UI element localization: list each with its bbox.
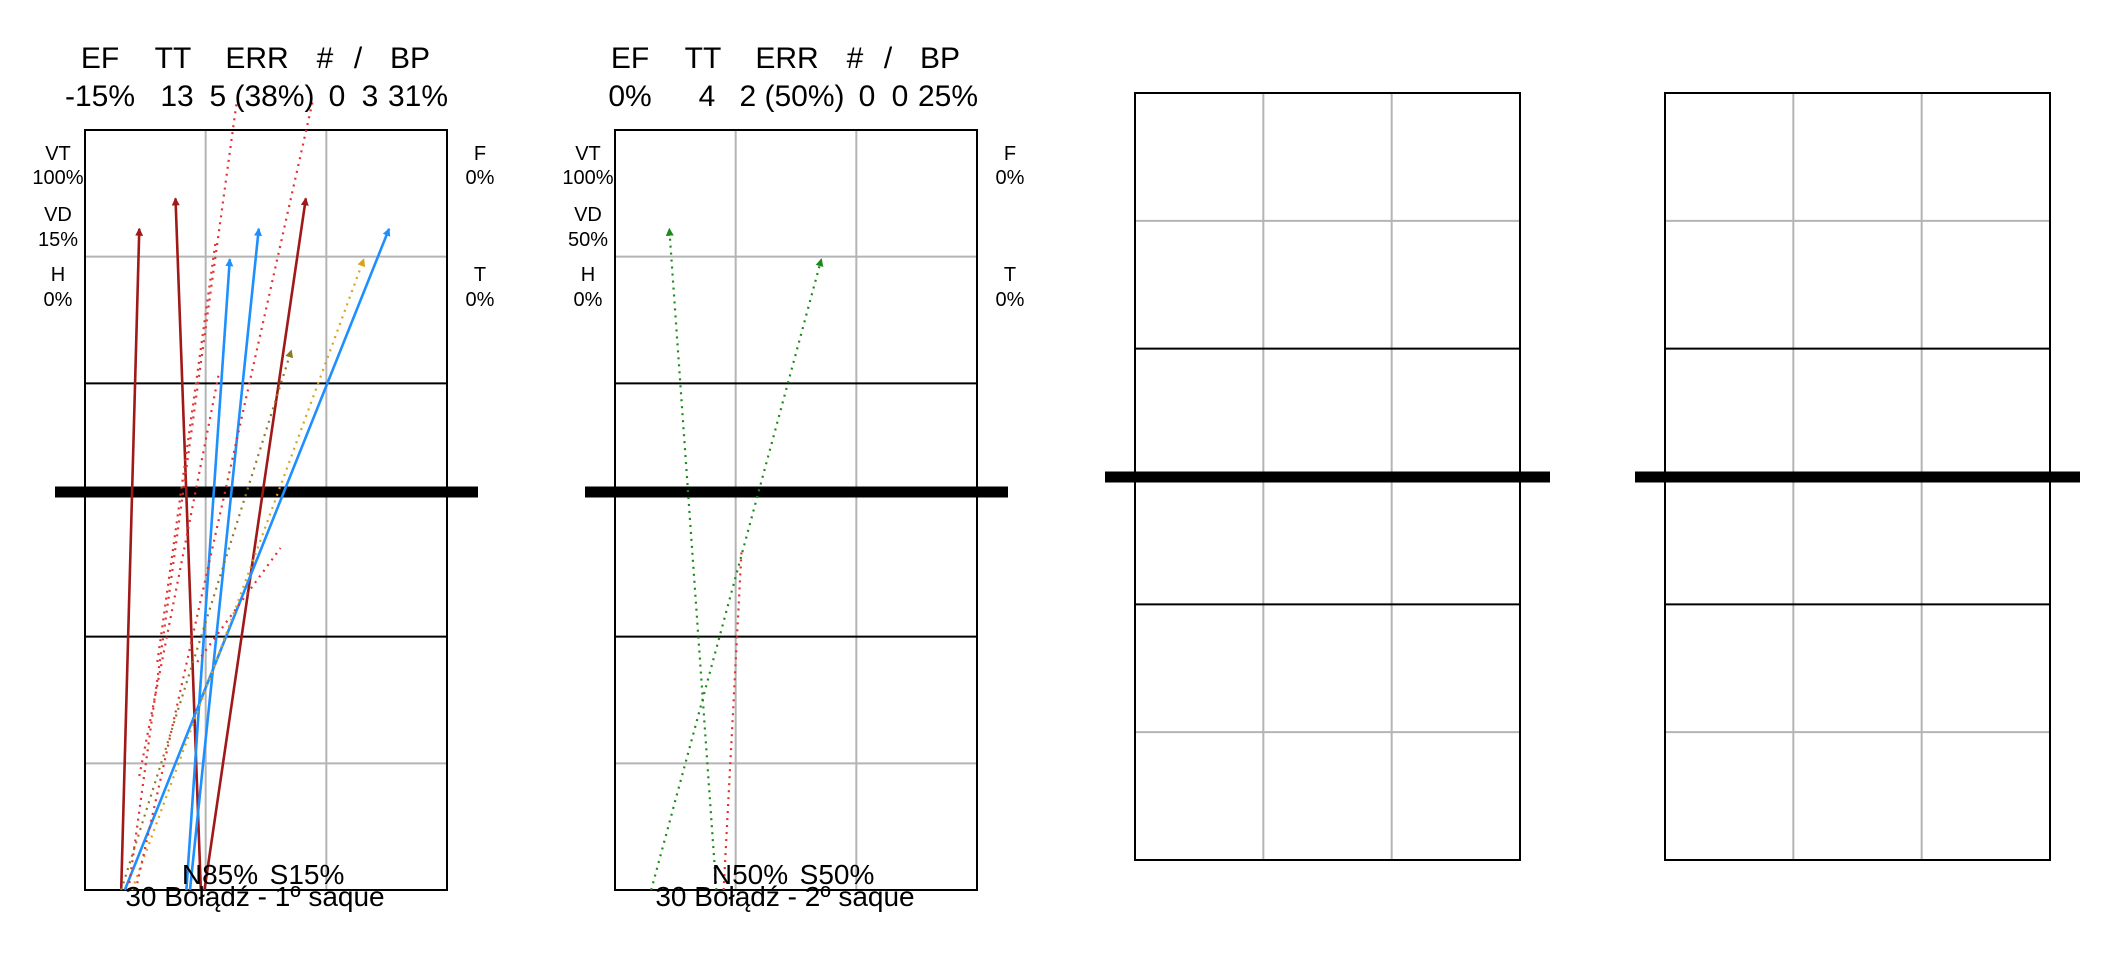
header-value-0: -15% (65, 80, 135, 113)
serve-line-2 (171, 197, 203, 891)
header-label-4: / (354, 42, 363, 75)
left-label-2: VD (574, 204, 602, 226)
left-label-0: VT (45, 143, 71, 165)
serve-line-6 (123, 227, 391, 891)
header-value-1: 13 (160, 80, 193, 113)
header-value-0: 0% (608, 80, 651, 113)
header-label-2: ERR (225, 42, 288, 75)
header-label-1: TT (685, 42, 722, 75)
zone-pct-s: S50% (800, 859, 875, 890)
header-label-4: / (884, 42, 893, 75)
header-label-5: BP (390, 42, 430, 75)
left-label-2: VD (44, 204, 72, 226)
header-value-5: 25% (918, 80, 978, 113)
right-label-3: 0% (996, 289, 1025, 311)
header-label-0: EF (611, 42, 649, 75)
zone-pct-n: N85% (182, 859, 258, 890)
header-value-4: 3 (362, 80, 379, 113)
header-value-2: 5 (38%) (209, 80, 314, 113)
right-label-1: 0% (996, 167, 1025, 189)
court-border (614, 129, 978, 891)
header-value-3: 0 (329, 80, 346, 113)
serve-line-4 (185, 258, 234, 891)
left-label-1: 100% (32, 167, 83, 189)
header-label-2: ERR (755, 42, 818, 75)
left-label-0: VT (575, 143, 601, 165)
court-border (84, 129, 448, 891)
header-label-0: EF (81, 42, 119, 75)
header-label-5: BP (920, 42, 960, 75)
court-panel-3 (1105, 92, 1550, 861)
serve-line-3 (203, 197, 309, 891)
header-value-4: 0 (892, 80, 909, 113)
zone-pct-n: N50% (712, 859, 788, 890)
panel-footer: 30 Bołądź - 1º saque (125, 881, 384, 912)
right-label-0: F (474, 143, 486, 165)
court-panel-4 (1635, 92, 2080, 861)
left-label-1: 100% (562, 167, 613, 189)
header-label-1: TT (155, 42, 192, 75)
panel-footer: 30 Bołądź - 2º saque (655, 881, 914, 912)
header-label-3: # (847, 42, 864, 75)
serve-line-5 (188, 227, 263, 891)
serve-line-12 (156, 243, 217, 663)
court-panel-2 (585, 129, 1008, 891)
serve-line-1 (665, 227, 718, 891)
right-label-0: F (1004, 143, 1016, 165)
right-label-2: T (474, 264, 486, 286)
zone-pct-s: S15% (270, 859, 345, 890)
court-panel-1 (55, 99, 478, 891)
left-label-5: 0% (44, 289, 73, 311)
left-label-3: 15% (38, 229, 78, 251)
serve-line-1 (119, 227, 144, 891)
header-value-2: 2 (50%) (739, 80, 844, 113)
right-label-3: 0% (466, 289, 495, 311)
header-label-3: # (317, 42, 334, 75)
header-value-3: 0 (859, 80, 876, 113)
right-label-2: T (1004, 264, 1016, 286)
serve-line-3 (722, 547, 743, 891)
serve-line-8 (131, 258, 366, 891)
left-label-4: H (51, 264, 65, 286)
right-label-1: 0% (466, 167, 495, 189)
left-label-4: H (581, 264, 595, 286)
left-label-5: 0% (574, 289, 603, 311)
header-value-1: 4 (699, 80, 716, 113)
header-value-5: 31% (388, 80, 448, 113)
left-label-3: 50% (568, 229, 608, 251)
serve-line-13 (196, 547, 282, 663)
